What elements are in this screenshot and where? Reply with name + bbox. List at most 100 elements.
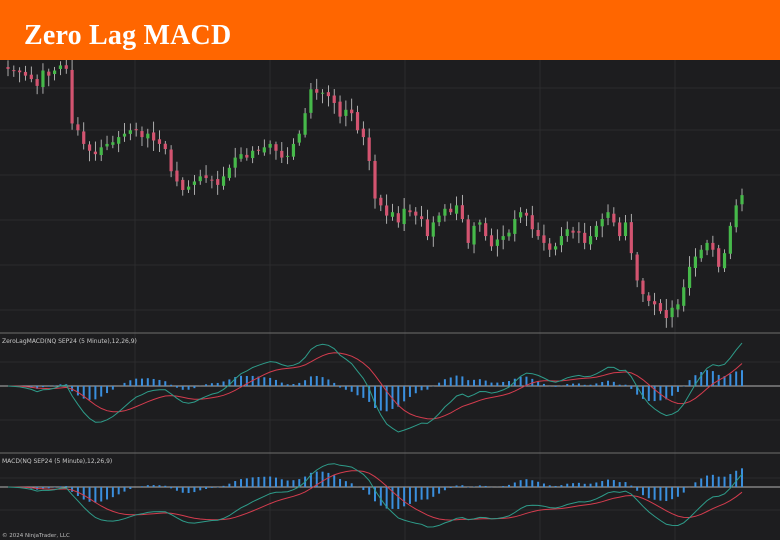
candle-up [146, 133, 150, 139]
candle-up [431, 222, 435, 237]
candle-up [320, 92, 325, 94]
candle-up [519, 212, 523, 218]
candle-down [583, 232, 587, 243]
candle-down [163, 143, 167, 150]
candle-down [280, 150, 284, 158]
candle-up [58, 65, 63, 69]
candle-up [309, 89, 313, 113]
copyright-text: © 2024 NinjaTrader, LLC [2, 532, 70, 539]
macd-panel-label: MACD(NQ SEP24 (5 Minute),12,26,9) [2, 458, 112, 465]
candle-up [303, 113, 307, 135]
candle-down [408, 210, 412, 213]
candle-up [472, 225, 476, 245]
macd-signal-line [8, 470, 743, 521]
candle-up [454, 205, 459, 214]
title-banner: Zero Lag MACD [0, 0, 780, 60]
candle-down [577, 231, 581, 233]
candle-down [152, 132, 156, 141]
candle-down [717, 248, 721, 267]
candle-down [47, 71, 51, 76]
candle-down [169, 149, 173, 172]
candle-down [664, 310, 668, 318]
candle-up [699, 249, 703, 259]
candle-down [134, 129, 138, 131]
candle-up [390, 212, 395, 217]
candle-down [35, 79, 39, 86]
candle-down [6, 67, 10, 69]
candle-up [495, 239, 499, 246]
candle-down [414, 211, 418, 216]
candle-down [373, 160, 377, 199]
candle-up [507, 232, 511, 237]
candle-down [204, 175, 208, 179]
candle-up [740, 195, 744, 205]
candle-up [728, 225, 732, 254]
candle-down [140, 131, 144, 138]
candle-up [117, 137, 121, 144]
candle-up [734, 205, 738, 228]
candle-down [157, 139, 162, 144]
candle-down [29, 74, 33, 80]
candle-down [396, 213, 400, 223]
candle-down [245, 154, 249, 158]
candle-up [594, 225, 598, 237]
candle-up [402, 208, 406, 225]
candle-down [385, 205, 389, 216]
candle-up [600, 219, 604, 227]
candle-up [198, 176, 202, 182]
candle-up [128, 130, 132, 134]
candle-up [606, 212, 610, 218]
candle-down [256, 149, 261, 151]
candle-up [623, 222, 628, 237]
zero-lag-macd-panel-label: ZeroLagMACD(NQ SEP24 (5 Minute),12,26,9) [2, 338, 137, 345]
macd-panel [0, 463, 780, 528]
candle-up [344, 109, 348, 116]
candle-down [641, 280, 645, 295]
candle-down [658, 303, 663, 312]
candle-down [175, 170, 179, 182]
candle-down [548, 243, 552, 250]
candle-up [297, 133, 301, 143]
candle-down [612, 213, 616, 223]
candle-down [274, 144, 278, 151]
candle-up [111, 142, 115, 145]
candle-up [53, 70, 57, 75]
zero-lag-macd-signal-line [7, 352, 743, 420]
candle-down [181, 179, 185, 190]
candle-down [425, 219, 430, 237]
candle-down [647, 295, 651, 301]
candle-down [93, 151, 97, 155]
candle-up [41, 70, 45, 88]
candle-up [192, 181, 197, 185]
candle-up [291, 143, 296, 157]
candle-up [513, 219, 517, 234]
candle-up [227, 167, 231, 178]
candle-down [76, 124, 80, 131]
candle-down [711, 242, 715, 250]
candle-down [653, 301, 657, 305]
candle-down [12, 70, 16, 72]
candle-up [559, 236, 564, 246]
candle-down [618, 222, 622, 237]
candle-down [23, 71, 28, 76]
candle-up [705, 242, 709, 251]
candle-down [326, 92, 330, 97]
zero-lag-macd-macd-line [7, 342, 743, 433]
candle-up [676, 304, 680, 310]
candle-down [18, 70, 22, 73]
candle-up [588, 236, 593, 245]
candle-down [210, 179, 214, 181]
candle-down [460, 205, 464, 220]
candle-up [501, 236, 505, 240]
candle-up [239, 154, 243, 159]
candle-down [367, 137, 371, 161]
candle-down [420, 216, 424, 220]
page-title: Zero Lag MACD [24, 20, 232, 51]
candle-down [315, 89, 319, 93]
candle-down [571, 230, 575, 233]
candle-down [355, 112, 360, 131]
candle-down [629, 222, 633, 254]
candle-down [332, 95, 336, 103]
candle-up [670, 307, 674, 318]
